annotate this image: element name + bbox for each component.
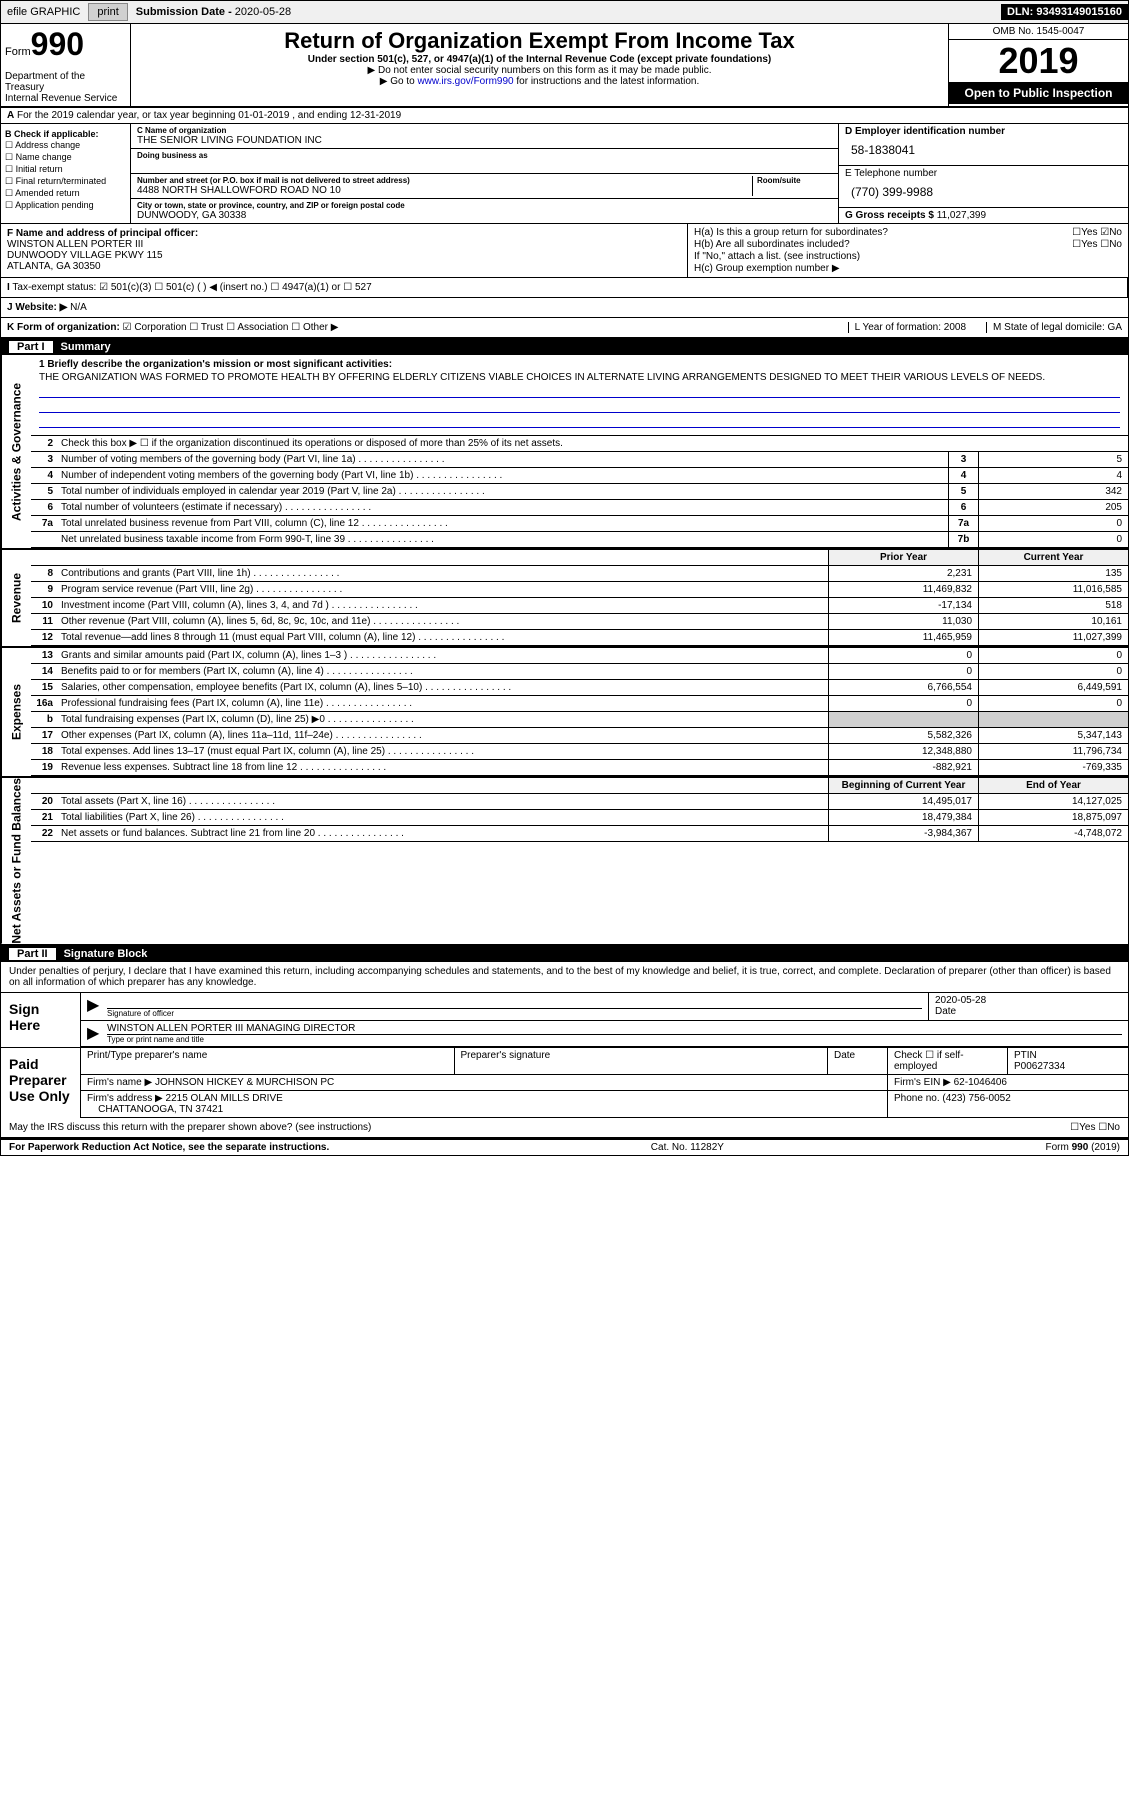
data-line: 19Revenue less expenses. Subtract line 1… xyxy=(31,760,1128,776)
box-h-group: H(a) Is this a group return for subordin… xyxy=(688,224,1128,277)
revenue-header: Prior YearCurrent Year xyxy=(31,550,1128,566)
ptin: PTINP00627334 xyxy=(1008,1048,1128,1074)
netassets-header: Beginning of Current YearEnd of Year xyxy=(31,778,1128,794)
firm-phone: Phone no. (423) 756-0052 xyxy=(888,1091,1128,1117)
gov-line: 3Number of voting members of the governi… xyxy=(31,452,1128,468)
box-f-officer: F Name and address of principal officer:… xyxy=(1,224,688,277)
data-line: 11Other revenue (Part VIII, column (A), … xyxy=(31,614,1128,630)
row-k-orgform: K Form of organization: ☑ Corporation ☐ … xyxy=(1,318,1128,339)
data-line: 10Investment income (Part VIII, column (… xyxy=(31,598,1128,614)
print-button[interactable]: print xyxy=(88,3,127,21)
signature-intro: Under penalties of perjury, I declare th… xyxy=(1,962,1128,992)
year-box: OMB No. 1545-0047 2019 Open to Public In… xyxy=(948,24,1128,106)
firm-address: Firm's address ▶ 2215 OLAN MILLS DRIVE C… xyxy=(81,1091,888,1117)
gov-line: 5Total number of individuals employed in… xyxy=(31,484,1128,500)
row-a-period: A For the 2019 calendar year, or tax yea… xyxy=(1,108,1128,124)
mission-block: 1 Briefly describe the organization's mi… xyxy=(31,355,1128,436)
gov-line: 7aTotal unrelated business revenue from … xyxy=(31,516,1128,532)
data-line: 21Total liabilities (Part X, line 26)18,… xyxy=(31,810,1128,826)
side-revenue: Revenue xyxy=(1,550,31,646)
data-line: bTotal fundraising expenses (Part IX, co… xyxy=(31,712,1128,728)
box-b-checkboxes: B Check if applicable: ☐ Address change … xyxy=(1,124,131,223)
form-number-box: Form990 Department of the TreasuryIntern… xyxy=(1,24,131,106)
data-line: 18Total expenses. Add lines 13–17 (must … xyxy=(31,744,1128,760)
preparer-signature[interactable]: Preparer's signature xyxy=(455,1048,829,1074)
gov-line: 6Total number of volunteers (estimate if… xyxy=(31,500,1128,516)
data-line: 12Total revenue—add lines 8 through 11 (… xyxy=(31,630,1128,646)
part1-header: Part ISummary xyxy=(1,339,1128,355)
part2-header: Part IISignature Block xyxy=(1,946,1128,962)
form-title: Return of Organization Exempt From Incom… xyxy=(131,24,948,106)
officer-name: WINSTON ALLEN PORTER III MANAGING DIRECT… xyxy=(101,1021,1128,1046)
data-line: 16aProfessional fundraising fees (Part I… xyxy=(31,696,1128,712)
data-line: 20Total assets (Part X, line 16)14,495,0… xyxy=(31,794,1128,810)
row-j-website: J Website: ▶ N/A xyxy=(1,298,93,317)
top-toolbar: efile GRAPHIC print Submission Date - 20… xyxy=(1,1,1128,24)
sign-here-label: Sign Here xyxy=(1,993,81,1047)
box-de: D Employer identification number58-18380… xyxy=(838,124,1128,223)
self-employed-check[interactable]: Check ☐ if self-employed xyxy=(888,1048,1008,1074)
signature-date: 2020-05-28Date xyxy=(928,993,1128,1020)
prep-date: Date xyxy=(828,1048,888,1074)
officer-signature[interactable]: Signature of officer xyxy=(101,993,928,1020)
data-line: 22Net assets or fund balances. Subtract … xyxy=(31,826,1128,842)
side-netassets: Net Assets or Fund Balances xyxy=(1,778,31,944)
data-line: 13Grants and similar amounts paid (Part … xyxy=(31,648,1128,664)
preparer-name: Print/Type preparer's name xyxy=(81,1048,455,1074)
firm-ein: Firm's EIN ▶ 62-1046406 xyxy=(888,1075,1128,1090)
paid-preparer-label: Paid Preparer Use Only xyxy=(1,1048,81,1118)
data-line: 9Program service revenue (Part VIII, lin… xyxy=(31,582,1128,598)
side-expenses: Expenses xyxy=(1,648,31,776)
footer: For Paperwork Reduction Act Notice, see … xyxy=(1,1140,1128,1155)
box-c-name: C Name of organizationTHE SENIOR LIVING … xyxy=(131,124,838,223)
data-line: 8Contributions and grants (Part VIII, li… xyxy=(31,566,1128,582)
data-line: 17Other expenses (Part IX, column (A), l… xyxy=(31,728,1128,744)
data-line: 15Salaries, other compensation, employee… xyxy=(31,680,1128,696)
gov-line: Net unrelated business taxable income fr… xyxy=(31,532,1128,548)
dln-label: DLN: 93493149015160 xyxy=(1001,4,1128,20)
gov-line: 4Number of independent voting members of… xyxy=(31,468,1128,484)
discuss-row: May the IRS discuss this return with the… xyxy=(1,1118,1128,1138)
side-governance: Activities & Governance xyxy=(1,355,31,548)
irs-link[interactable]: www.irs.gov/Form990 xyxy=(417,76,513,87)
firm-name: Firm's name ▶ JOHNSON HICKEY & MURCHISON… xyxy=(81,1075,888,1090)
subdate-label: Submission Date - 2020-05-28 xyxy=(130,4,297,20)
data-line: 14Benefits paid to or for members (Part … xyxy=(31,664,1128,680)
row-i-taxstatus: I Tax-exempt status: ☑ 501(c)(3) ☐ 501(c… xyxy=(1,278,1128,297)
efile-label: efile GRAPHIC xyxy=(1,4,86,20)
line-2: Check this box ▶ ☐ if the organization d… xyxy=(57,436,1128,451)
